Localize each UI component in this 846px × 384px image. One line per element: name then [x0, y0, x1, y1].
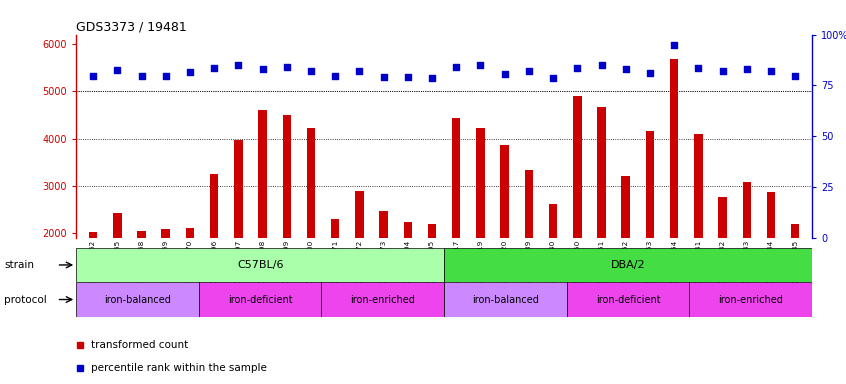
Point — [619, 66, 633, 72]
Text: iron-balanced: iron-balanced — [104, 295, 171, 305]
Bar — [791, 224, 799, 328]
Text: iron-deficient: iron-deficient — [228, 295, 293, 305]
Point — [547, 74, 560, 81]
Bar — [444, 248, 812, 282]
Text: percentile rank within the sample: percentile rank within the sample — [91, 362, 266, 373]
Point — [522, 68, 536, 74]
Bar — [689, 282, 812, 317]
Bar — [444, 282, 567, 317]
Point — [595, 62, 608, 68]
Bar — [234, 140, 243, 328]
Point — [232, 62, 245, 68]
Bar — [76, 282, 199, 317]
Bar — [549, 204, 558, 328]
Point — [184, 70, 197, 76]
Bar — [113, 214, 122, 328]
Bar — [199, 282, 321, 317]
Point — [570, 65, 584, 71]
Point — [426, 74, 439, 81]
Bar — [567, 282, 689, 317]
Text: iron-enriched: iron-enriched — [718, 295, 783, 305]
Bar — [622, 175, 630, 328]
Point — [401, 74, 415, 80]
Point — [111, 67, 124, 73]
Bar — [321, 282, 444, 317]
Text: iron-enriched: iron-enriched — [350, 295, 415, 305]
Text: iron-deficient: iron-deficient — [596, 295, 661, 305]
Point — [740, 66, 754, 72]
Bar — [670, 59, 678, 328]
Bar — [89, 232, 97, 328]
Bar — [210, 174, 218, 328]
Point — [498, 71, 512, 77]
Point — [280, 64, 294, 70]
Bar — [743, 182, 751, 328]
Bar — [331, 219, 339, 328]
Point — [788, 73, 802, 79]
Text: protocol: protocol — [4, 295, 47, 305]
Text: iron-balanced: iron-balanced — [472, 295, 539, 305]
Bar — [525, 170, 533, 328]
Text: transformed count: transformed count — [91, 340, 188, 350]
Bar — [283, 116, 291, 328]
Point — [86, 73, 100, 79]
Point — [207, 65, 221, 71]
Bar — [573, 96, 581, 328]
Point — [305, 68, 318, 74]
Point — [328, 73, 342, 79]
Text: GDS3373 / 19481: GDS3373 / 19481 — [76, 20, 187, 33]
Point — [255, 66, 269, 72]
Bar — [258, 110, 266, 328]
Bar — [162, 228, 170, 328]
Point — [135, 73, 148, 79]
Point — [643, 70, 656, 76]
Bar — [452, 118, 460, 328]
Bar — [645, 131, 654, 328]
Point — [159, 73, 173, 79]
Bar — [501, 145, 509, 328]
Bar — [597, 106, 606, 328]
Bar — [76, 248, 444, 282]
Point — [691, 65, 705, 71]
Point — [449, 64, 463, 70]
Point — [716, 68, 729, 74]
Bar — [355, 191, 364, 328]
Point — [667, 42, 681, 48]
Bar — [428, 224, 437, 328]
Bar — [379, 211, 387, 328]
Text: C57BL/6: C57BL/6 — [237, 260, 283, 270]
Bar — [694, 134, 703, 328]
Point — [376, 74, 390, 80]
Bar — [766, 192, 775, 328]
Bar — [404, 222, 412, 328]
Bar — [476, 128, 485, 328]
Text: DBA/2: DBA/2 — [611, 260, 645, 270]
Bar — [718, 197, 727, 328]
Point — [764, 68, 777, 74]
Text: strain: strain — [4, 260, 34, 270]
Point — [353, 68, 366, 74]
Bar — [137, 231, 146, 328]
Bar — [185, 228, 195, 328]
Bar — [307, 128, 316, 328]
Point — [474, 62, 487, 68]
